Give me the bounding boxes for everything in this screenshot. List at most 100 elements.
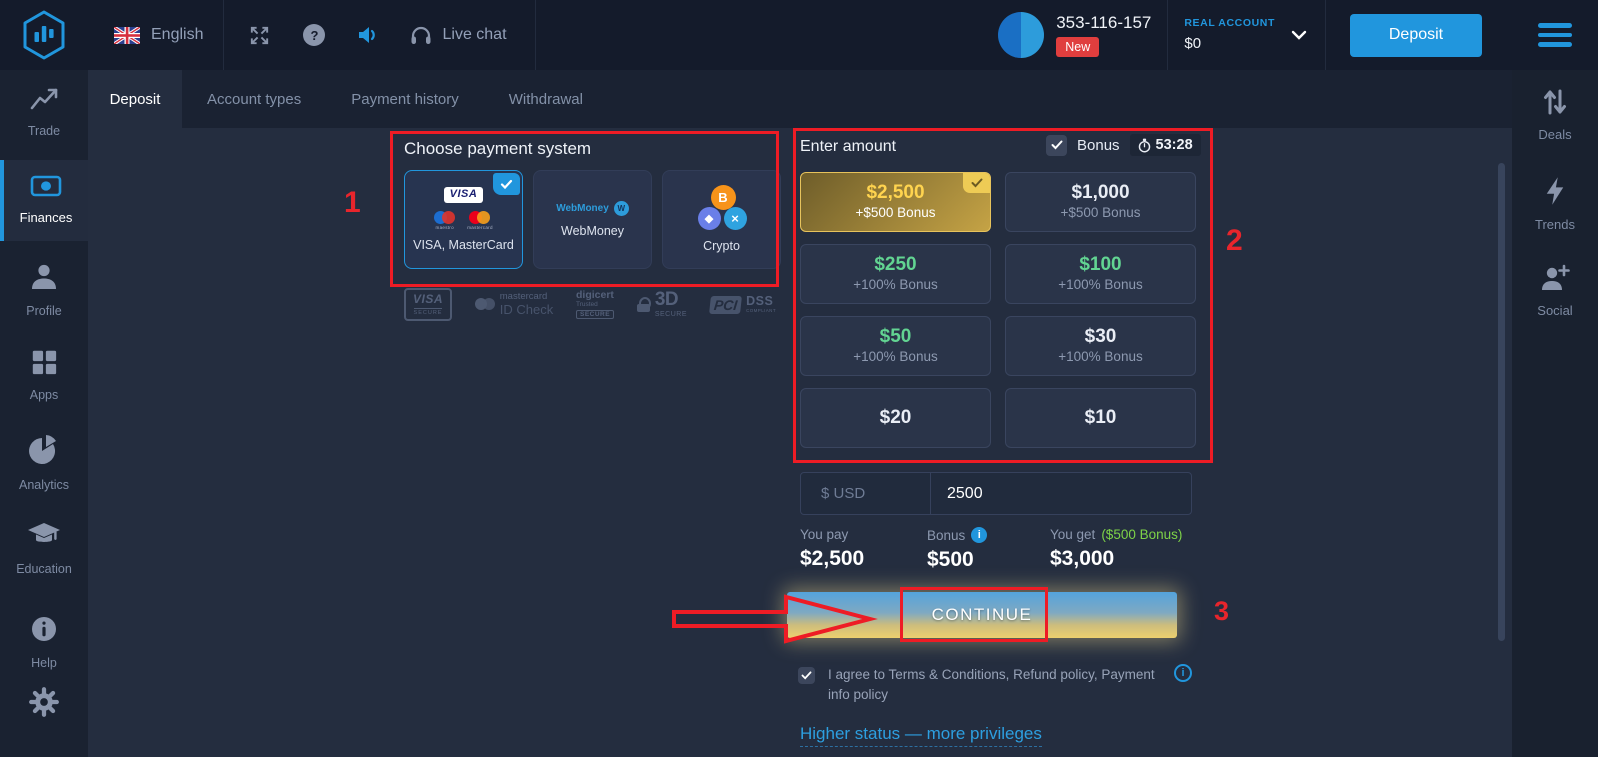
tab-withdrawal[interactable]: Withdrawal (508, 90, 583, 108)
new-badge: New (1056, 36, 1100, 57)
selected-check-badge (493, 173, 520, 195)
sidebar-label: Trends (1535, 217, 1575, 232)
divider (223, 0, 225, 70)
digicert-badge: digicert Trusted SECURE (575, 288, 615, 320)
language-selector[interactable]: English (114, 26, 203, 44)
amount-option-10[interactable]: $10 (1005, 388, 1196, 448)
logo-hexagon-icon (23, 10, 65, 60)
3d-secure-badge: 3D SECURE (636, 289, 687, 319)
left-sidebar: Trade Finances Profile Apps (0, 70, 88, 757)
you-get-value: $3,000 (1050, 547, 1115, 570)
pie-chart-icon (29, 435, 56, 464)
menu-button[interactable] (1538, 23, 1572, 47)
maestro-logo: maestro (434, 211, 456, 230)
payment-method-webmoney[interactable]: WebMoney W WebMoney (533, 170, 652, 269)
payment-methods: VISA maestro mastercard VISA, MasterCard… (404, 170, 781, 269)
continue-button[interactable]: CONTINUE (787, 592, 1177, 638)
live-chat-label: Live chat (442, 26, 507, 43)
annotation-step-2: 2 (1226, 224, 1243, 257)
uk-flag-icon (114, 26, 140, 44)
sidebar-item-profile[interactable]: Profile (0, 262, 88, 318)
burger-bar (1538, 23, 1572, 28)
sound-toggle[interactable] (357, 25, 379, 45)
sidebar-item-finances[interactable]: Finances (0, 160, 88, 241)
currency-select[interactable]: $ USD (801, 473, 931, 514)
higher-status-link[interactable]: Higher status — more privileges (800, 724, 1042, 747)
you-get-block: You get ($500 Bonus) $3,000 (1050, 527, 1182, 571)
tab-account-types[interactable]: Account types (207, 90, 302, 108)
bonus-checkbox[interactable] (1046, 134, 1067, 156)
sidebar-item-trade[interactable]: Trade (0, 86, 88, 138)
amount-option-100[interactable]: $100 +100% Bonus (1005, 244, 1196, 304)
sidebar-item-education[interactable]: Education (0, 520, 88, 576)
selected-check-badge (963, 173, 990, 193)
check-icon (500, 179, 513, 189)
check-icon (1051, 140, 1062, 150)
avatar[interactable] (998, 12, 1045, 58)
sidebar-label: Trade (27, 124, 61, 138)
amount-option-30[interactable]: $30 +100% Bonus (1005, 316, 1196, 376)
account-switcher[interactable]: REAL ACCOUNT $0 (1184, 18, 1307, 52)
terms-info-icon[interactable]: i (1174, 664, 1192, 682)
help-button[interactable]: ? (303, 24, 326, 46)
sidebar-label: Analytics (18, 478, 70, 492)
mastercard-idcheck-badge: mastercard ID Check (474, 291, 553, 317)
visa-secure-badge: VISA SECURE (404, 288, 453, 321)
tab-payment-history[interactable]: Payment history (351, 90, 459, 108)
terms-text: I agree to Terms & Conditions, Refund po… (828, 667, 1155, 702)
account-id: 353-116-157 (1056, 12, 1152, 32)
mastercard-logo: mastercard (467, 211, 493, 230)
tab-deposit[interactable]: Deposit (88, 70, 182, 128)
payment-method-crypto[interactable]: B ◆ × Crypto (662, 170, 781, 269)
apps-grid-icon (32, 350, 57, 375)
account-balance: $0 (1184, 34, 1202, 52)
check-icon (801, 671, 812, 680)
amount-option-1000[interactable]: $1,000 +$500 Bonus (1005, 172, 1196, 232)
sidebar-item-settings[interactable] (0, 686, 88, 723)
fullscreen-button[interactable] (248, 24, 271, 47)
sidebar-item-analytics[interactable]: Analytics (0, 434, 88, 492)
platform-logo[interactable] (0, 10, 88, 60)
info-circle-icon (32, 617, 56, 641)
payment-method-label: WebMoney (561, 224, 624, 238)
amount-input[interactable]: 2500 (947, 484, 983, 502)
stopwatch-icon (1138, 138, 1150, 152)
sidebar-item-deals[interactable]: Deals (1512, 88, 1598, 142)
bonus-info-icon[interactable]: i (971, 527, 988, 543)
finance-tabs: Deposit Account types Payment history Wi… (88, 70, 1512, 128)
bonus-summary-label: Bonus (927, 527, 966, 543)
live-chat-button[interactable]: Live chat (409, 24, 507, 46)
sidebar-item-help[interactable]: Help (0, 614, 88, 670)
sidebar-item-trends[interactable]: Trends (1512, 176, 1598, 232)
main-content: Deposit Account types Payment history Wi… (88, 70, 1512, 757)
terms-row: I agree to Terms & Conditions, Refund po… (798, 665, 1170, 704)
add-person-icon (1542, 264, 1570, 290)
amount-option-20[interactable]: $20 (800, 388, 991, 448)
bonus-timer: 53:28 (1129, 134, 1201, 156)
amount-input-row: $ USD 2500 (800, 472, 1192, 515)
visa-logo: VISA (443, 186, 484, 204)
sidebar-label: Deals (1538, 127, 1572, 142)
bonus-block: Bonus i $500 (927, 527, 988, 572)
deposit-button[interactable]: Deposit (1350, 13, 1482, 57)
pci-dss-badge: PCI DSS COMPLIANT (708, 294, 776, 314)
mastercard-circles-icon (474, 298, 495, 311)
amount-option-250[interactable]: $250 +100% Bonus (800, 244, 991, 304)
headset-icon (411, 26, 431, 44)
webmoney-globe-icon: W (613, 201, 629, 216)
you-pay-block: You pay $2,500 (800, 527, 864, 571)
amount-option-50[interactable]: $50 +100% Bonus (800, 316, 991, 376)
scrollbar-thumb[interactable] (1498, 163, 1505, 641)
payment-method-label: Crypto (703, 238, 740, 253)
gear-icon (29, 687, 59, 717)
banknote-icon (30, 175, 62, 197)
payment-method-visa-mastercard[interactable]: VISA maestro mastercard VISA, MasterCard (404, 170, 523, 269)
divider (1167, 0, 1169, 70)
sidebar-item-social[interactable]: Social (1512, 264, 1598, 318)
terms-checkbox[interactable] (798, 667, 815, 684)
sidebar-label: Finances (19, 210, 73, 225)
amount-option-2500[interactable]: $2,500 +$500 Bonus (800, 172, 991, 232)
you-get-label: You get (1050, 527, 1096, 542)
sidebar-item-apps[interactable]: Apps (0, 348, 88, 402)
chevron-down-icon (1291, 30, 1307, 40)
